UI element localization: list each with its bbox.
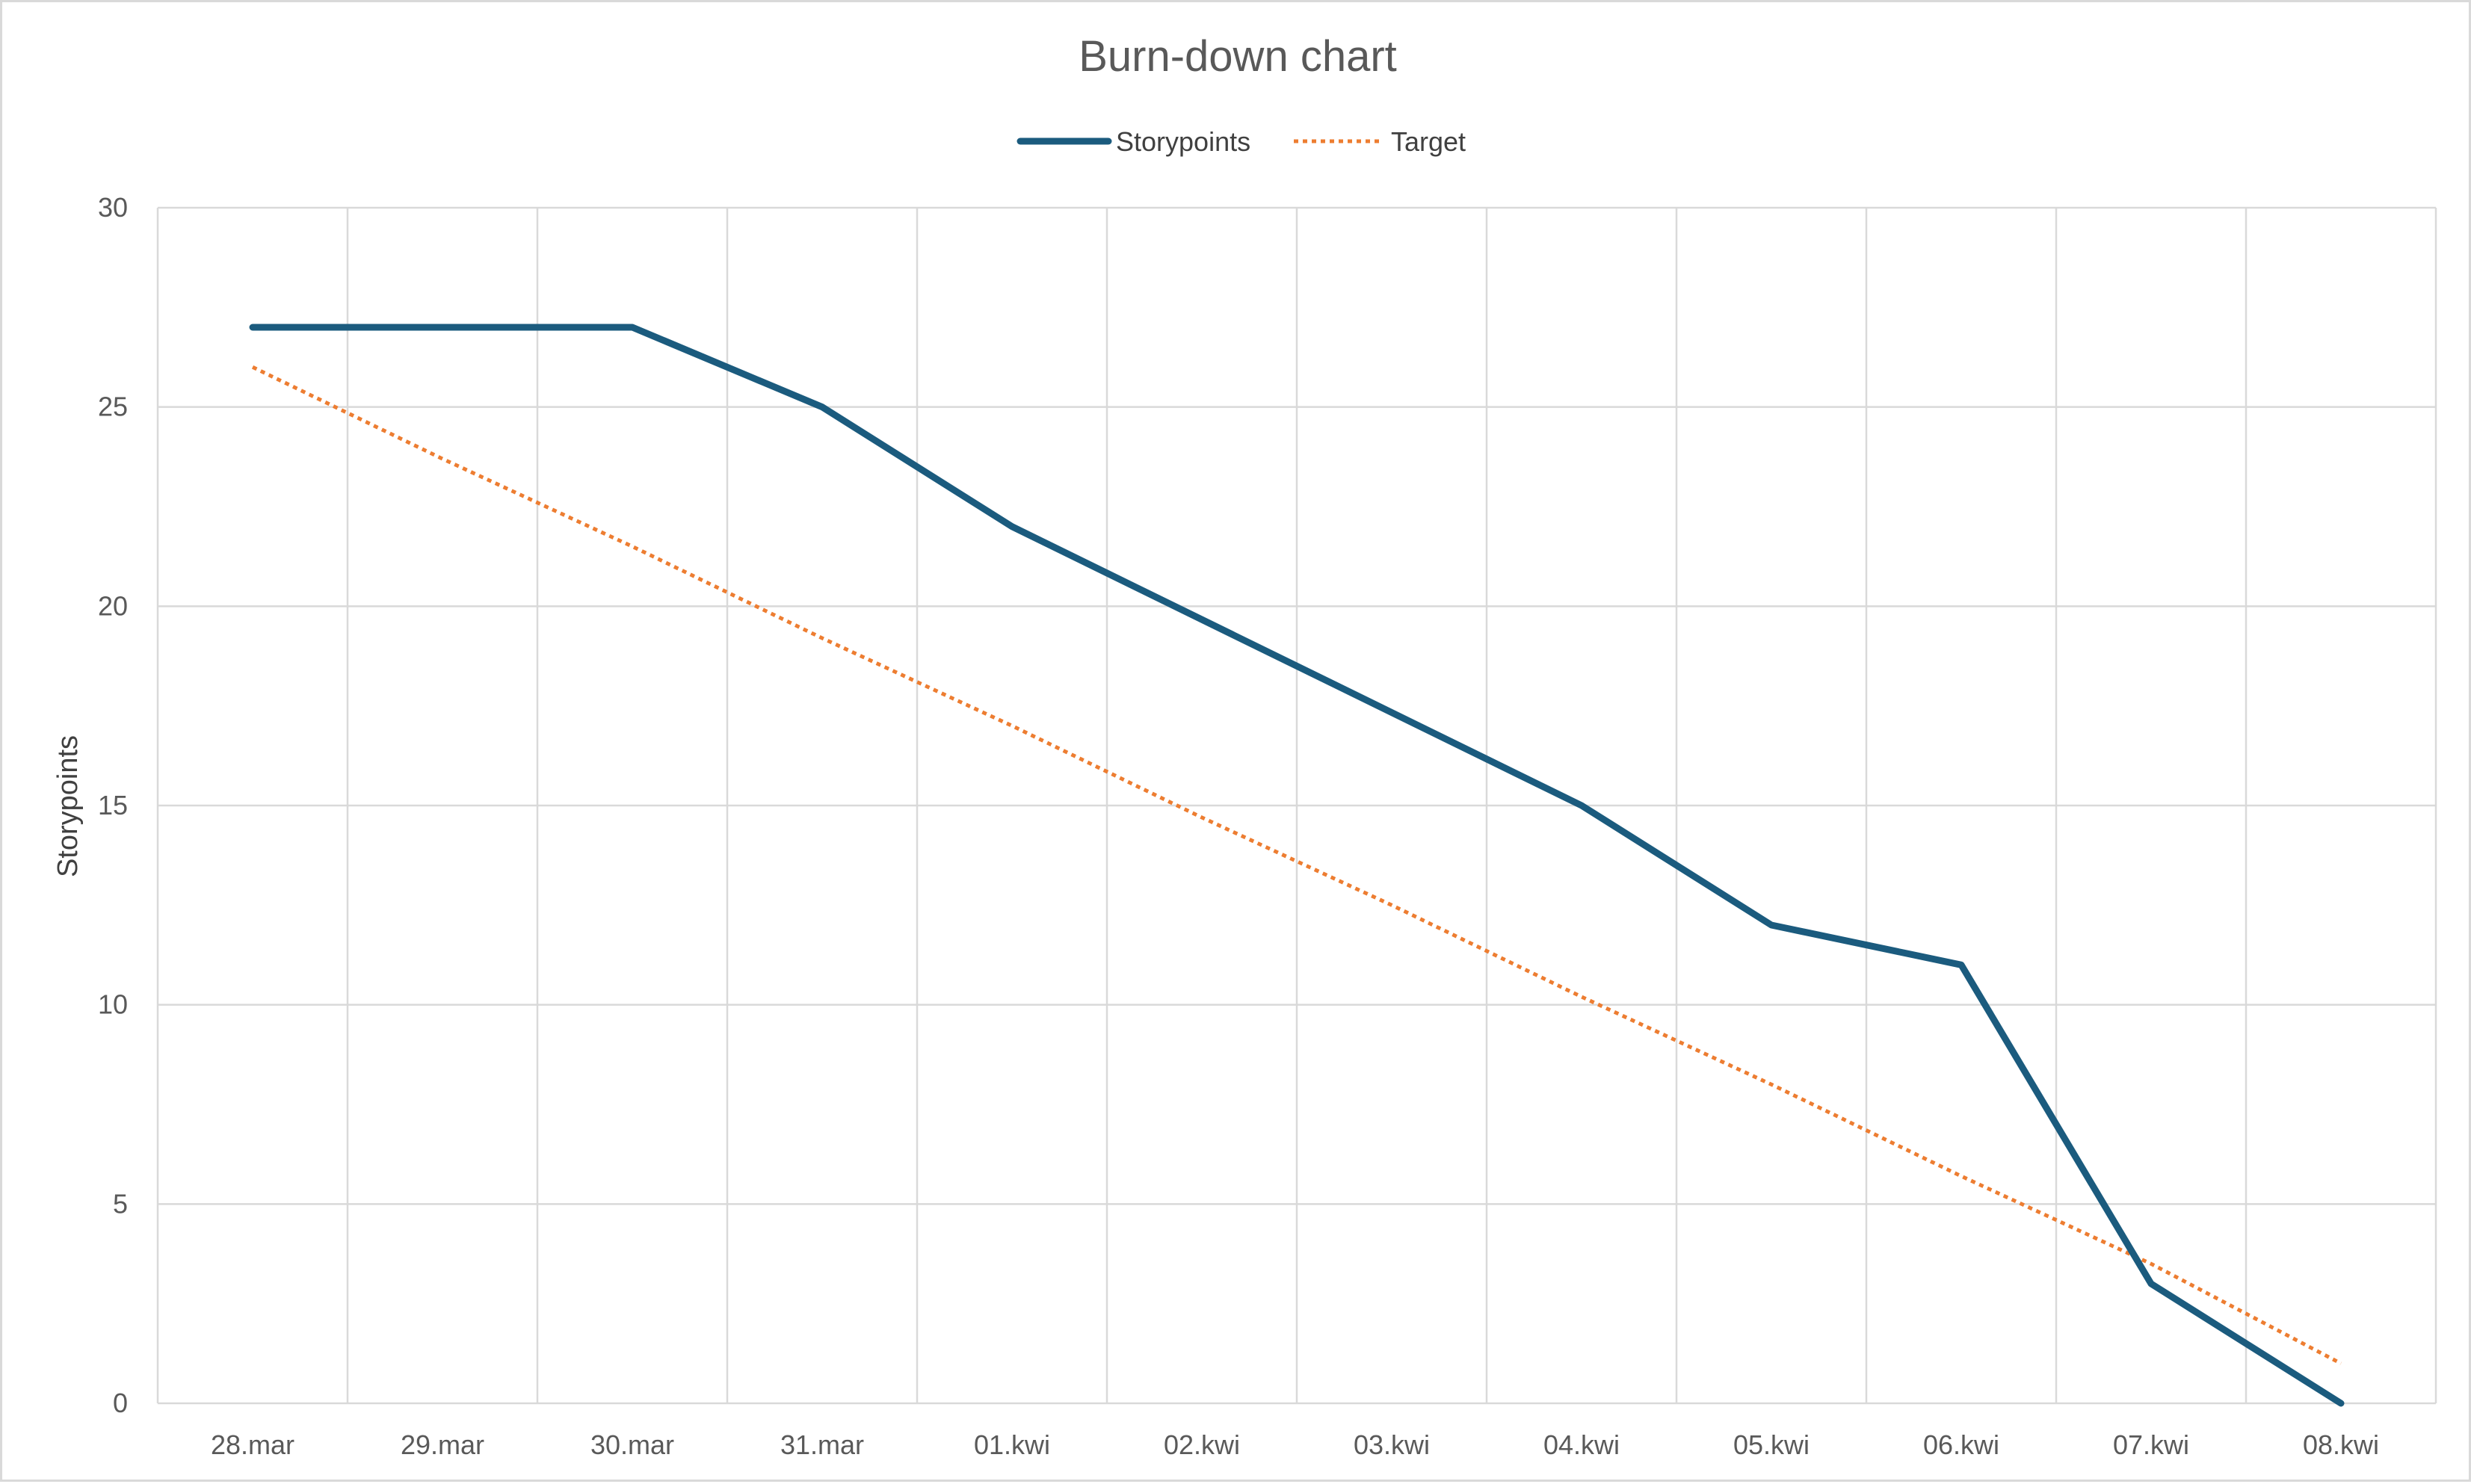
- grid: [156, 206, 2437, 1405]
- series-layer: [249, 324, 2345, 1407]
- x-tick-label-05.kwi: 05.kwi: [1733, 1429, 1810, 1460]
- legend: Storypoints Target: [1017, 126, 1466, 157]
- x-tick-label-30.mar: 30.mar: [590, 1429, 674, 1460]
- y-tick-label-20: 20: [98, 590, 128, 621]
- x-tick-label-07.kwi: 07.kwi: [2113, 1429, 2189, 1460]
- legend-label-storypoints: Storypoints: [1116, 126, 1250, 157]
- x-tick-label-08.kwi: 08.kwi: [2303, 1429, 2379, 1460]
- y-tick-label-5: 5: [113, 1188, 128, 1219]
- x-tick-label-28.mar: 28.mar: [211, 1429, 294, 1460]
- y-tick-label-30: 30: [98, 192, 128, 223]
- x-tick-label-01.kwi: 01.kwi: [974, 1429, 1050, 1460]
- legend-label-target: Target: [1391, 126, 1466, 157]
- y-axis-label: Storypoints: [52, 735, 84, 877]
- x-tick-label-03.kwi: 03.kwi: [1354, 1429, 1430, 1460]
- x-axis-ticks: 28.mar 29.mar 30.mar 31.mar 01.kwi 02.kwi 03.k…: [211, 1429, 2379, 1460]
- chart-title: Burn-down chart: [1079, 32, 1397, 81]
- x-tick-label-02.kwi: 02.kwi: [1164, 1429, 1240, 1460]
- y-tick-label-15: 15: [98, 790, 128, 820]
- x-tick-label-29.mar: 29.mar: [401, 1429, 484, 1460]
- x-tick-label-31.mar: 31.mar: [780, 1429, 864, 1460]
- x-tick-label-04.kwi: 04.kwi: [1543, 1429, 1620, 1460]
- y-tick-label-10: 10: [98, 989, 128, 1020]
- y-tick-label-25: 25: [98, 392, 128, 422]
- y-tick-label-0: 0: [113, 1388, 128, 1418]
- x-tick-label-06.kwi: 06.kwi: [1923, 1429, 1999, 1460]
- series-line-storypoints: [249, 324, 2345, 1407]
- y-axis-ticks: 0 5 10 15 20 25 30: [98, 192, 128, 1418]
